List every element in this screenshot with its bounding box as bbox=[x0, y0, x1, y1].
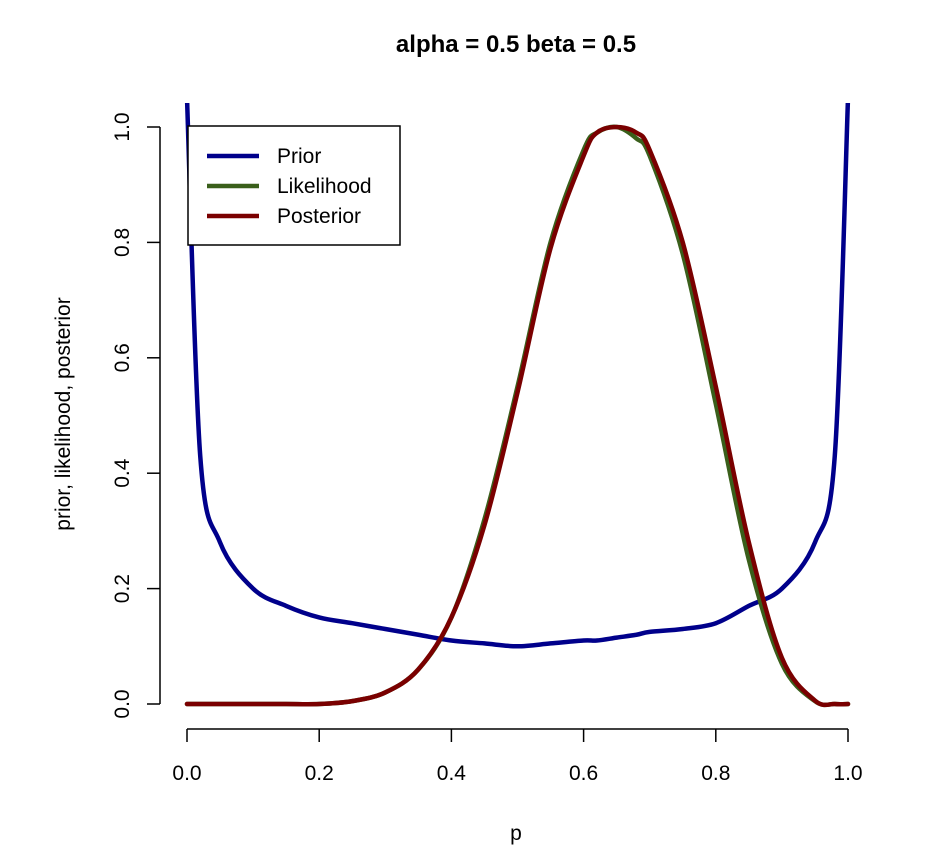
legend-label: Likelihood bbox=[277, 175, 372, 198]
series-line-prior bbox=[184, 103, 851, 649]
series-layer bbox=[184, 103, 851, 708]
x-tick-label: 0.8 bbox=[701, 762, 730, 785]
x-tick-label: 1.0 bbox=[833, 762, 862, 785]
x-tick-label: 0.2 bbox=[305, 762, 334, 785]
legend-label: Posterior bbox=[277, 205, 361, 228]
x-axis-title: p bbox=[510, 822, 522, 845]
x-tick-label: 0.4 bbox=[437, 762, 467, 785]
x-tick-label: 0.0 bbox=[172, 762, 201, 785]
x-tick-label: 0.6 bbox=[569, 762, 598, 785]
legend: Prior Likelihood Posterior bbox=[187, 125, 401, 246]
y-tick-label: 0.4 bbox=[111, 458, 134, 488]
y-tick-label: 0.6 bbox=[111, 343, 134, 372]
y-axis-title: prior, likelihood, posterior bbox=[52, 297, 75, 530]
y-tick-label: 1.0 bbox=[111, 112, 134, 141]
chart-title: alpha = 0.5 beta = 0.5 bbox=[396, 31, 636, 58]
legend-label: Prior bbox=[277, 145, 321, 168]
y-axis: 0.0 0.2 0.4 0.6 0.8 1.0 bbox=[111, 112, 161, 719]
y-tick-label: 0.0 bbox=[111, 689, 134, 718]
series-line-posterior bbox=[184, 124, 851, 708]
x-axis: 0.0 0.2 0.4 0.6 0.8 1.0 bbox=[172, 728, 863, 785]
y-tick-label: 0.8 bbox=[111, 228, 134, 257]
y-tick-label: 0.2 bbox=[111, 574, 134, 603]
